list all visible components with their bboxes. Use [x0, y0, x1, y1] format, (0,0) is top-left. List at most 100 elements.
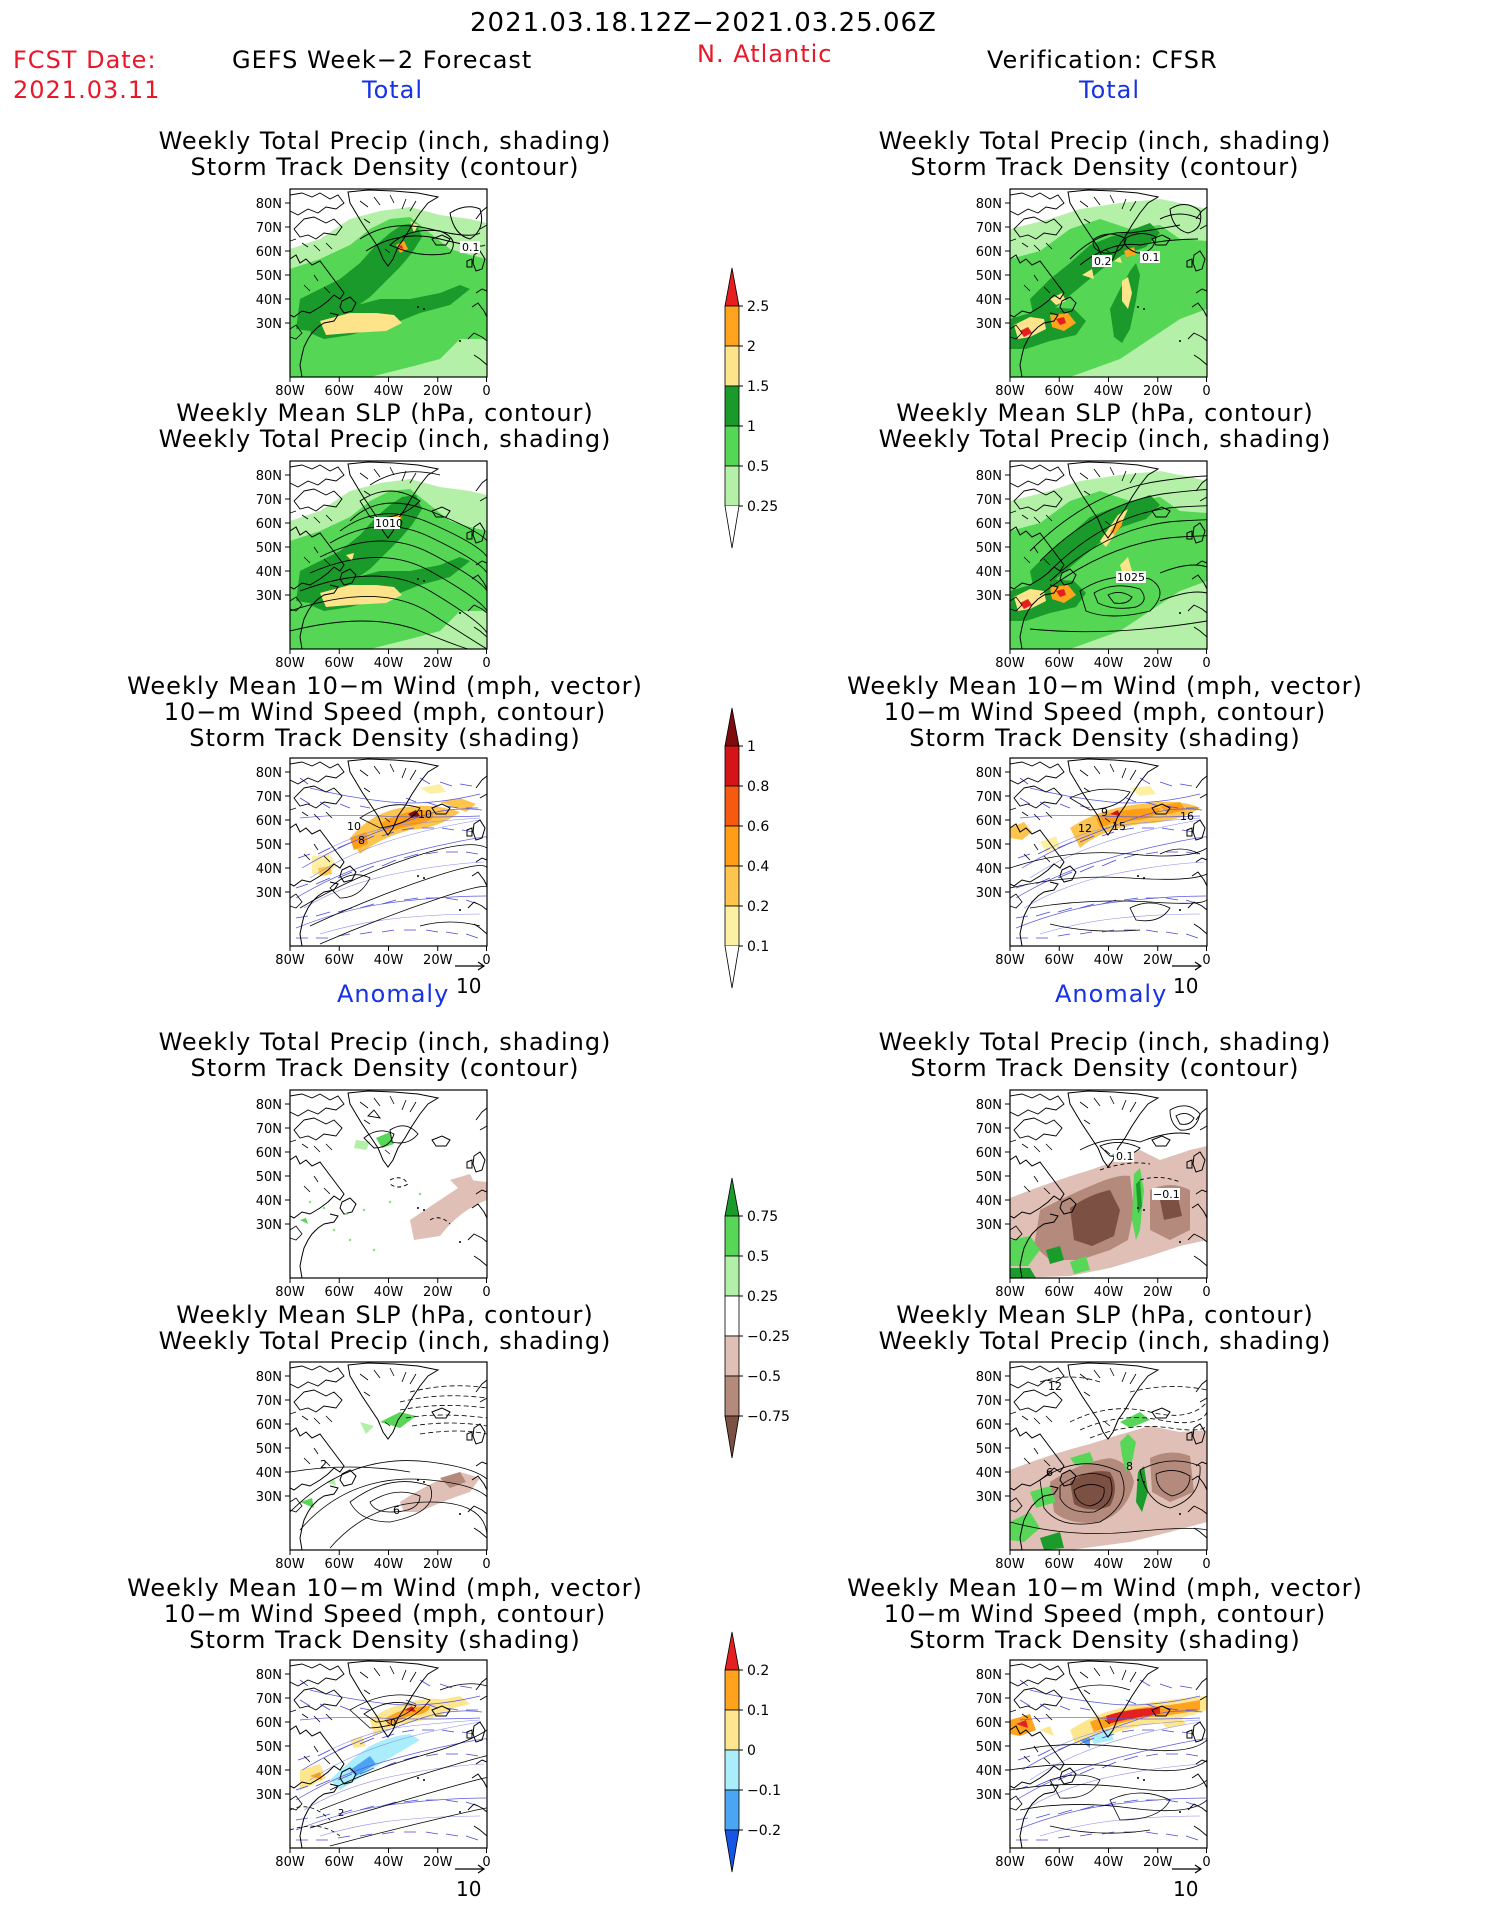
colorbar-label: 0.5	[747, 459, 769, 475]
lon-tick-label: 0	[482, 1855, 490, 1870]
lat-tick-label: 80N	[976, 1098, 1002, 1113]
valid-period: 2021.03.18.12Z−2021.03.25.06Z	[470, 8, 937, 38]
lat-tick-label: 40N	[256, 1764, 282, 1779]
contour-label: 0	[390, 1718, 396, 1729]
contour-label: 12	[1078, 822, 1092, 835]
colorbar-label: 0	[747, 1743, 756, 1759]
colorbar-label: 0.25	[747, 499, 778, 515]
lat-tick-label: 80N	[976, 1370, 1002, 1385]
title-fc-anom-precip-track: Weekly Total Precip (inch, shading) Storm…	[158, 1028, 612, 1082]
lon-tick-label: 40W	[1094, 1557, 1124, 1572]
colorbar-label: 0.1	[747, 939, 769, 955]
title-fc-precip-track: Weekly Total Precip (inch, shading) Storm…	[158, 127, 612, 181]
contour-label: 6	[1046, 1466, 1053, 1479]
lat-tick-label: 40N	[256, 1194, 282, 1209]
lon-tick-label: 60W	[1045, 1855, 1075, 1870]
lat-tick-label: 70N	[256, 1394, 282, 1409]
lon-tick-label: 60W	[1045, 1557, 1075, 1572]
reference-vector-vf-anomaly: 10	[1172, 1864, 1203, 1901]
colorbar-label: −0.5	[747, 1369, 781, 1385]
title-vf-anom-precip-track: Weekly Total Precip (inch, shading) Storm…	[878, 1028, 1332, 1082]
title-fc-anom-wind-track: Weekly Mean 10−m Wind (mph, vector) 10−m …	[127, 1574, 643, 1654]
section-anomaly-left: Anomaly	[337, 980, 450, 1008]
lon-tick-label: 0	[1202, 384, 1210, 399]
lon-tick-label: 80W	[995, 656, 1025, 671]
lon-tick-label: 20W	[423, 953, 453, 968]
lon-tick-label: 60W	[325, 1557, 355, 1572]
lon-tick-label: 20W	[1143, 656, 1173, 671]
lat-tick-label: 80N	[256, 469, 282, 484]
contour-label: 0.1	[1142, 251, 1160, 264]
lat-tick-label: 40N	[976, 1764, 1002, 1779]
lat-tick-label: 60N	[976, 517, 1002, 532]
lon-tick-label: 20W	[423, 656, 453, 671]
lat-tick-label: 30N	[256, 1788, 282, 1803]
colorbar-label: −0.2	[747, 1823, 781, 1839]
contour-label: 0.1	[462, 241, 480, 254]
contour-label: 10	[347, 820, 361, 833]
lon-tick-label: 20W	[1143, 1855, 1173, 1870]
map-vf-anom-wind-track	[1009, 1659, 1208, 1849]
lat-tick-label: 30N	[256, 1490, 282, 1505]
lat-tick-label: 70N	[256, 221, 282, 236]
map-vf-wind-track: 9 12 15 16	[1009, 757, 1208, 947]
map-fc-anom-precip-track	[289, 1089, 488, 1279]
contour-label: 0.1	[1116, 1150, 1134, 1163]
lat-tick-label: 80N	[256, 1370, 282, 1385]
contour-label: 8	[1126, 1460, 1133, 1473]
map-vf-total-precip-track: 0.2 0.1	[1009, 188, 1208, 378]
lon-tick-label: 20W	[423, 1557, 453, 1572]
lat-tick-label: 50N	[976, 838, 1002, 853]
lon-tick-label: 80W	[275, 1557, 305, 1572]
colorbar-label: −0.25	[747, 1329, 790, 1345]
lon-tick-label: 80W	[995, 384, 1025, 399]
lat-tick-label: 40N	[256, 1466, 282, 1481]
lat-tick-label: 40N	[976, 565, 1002, 580]
lat-tick-label: 60N	[256, 1146, 282, 1161]
reference-vector-fc-total: 10	[455, 961, 486, 998]
lon-tick-label: 0	[482, 384, 490, 399]
lat-tick-label: 70N	[256, 790, 282, 805]
lat-tick-label: 60N	[256, 1716, 282, 1731]
lat-tick-label: 60N	[976, 1418, 1002, 1433]
title-vf-wind-track: Weekly Mean 10−m Wind (mph, vector) 10−m …	[847, 672, 1363, 752]
forecast-title: GEFS Week−2 Forecast	[232, 46, 533, 74]
contour-label: 12	[1048, 1380, 1062, 1393]
map-vf-slp-precip: 1025	[1009, 460, 1208, 650]
lat-tick-label: 30N	[256, 1218, 282, 1233]
lat-tick-label: 60N	[976, 1146, 1002, 1161]
lat-tick-label: 40N	[256, 293, 282, 308]
verification-title: Verification: CFSR	[987, 46, 1218, 74]
reference-vector-vf-total: 10	[1172, 961, 1203, 998]
lat-tick-label: 50N	[976, 1170, 1002, 1185]
lat-tick-label: 80N	[976, 766, 1002, 781]
lon-tick-label: 60W	[1045, 1285, 1075, 1300]
lon-tick-label: 40W	[1094, 1855, 1124, 1870]
lon-tick-label: 20W	[1143, 1285, 1173, 1300]
lon-tick-label: 0	[1202, 1855, 1210, 1870]
map-fc-total-precip-track: 0.1	[289, 188, 488, 378]
lat-tick-label: 70N	[976, 493, 1002, 508]
reference-vector-fc-anomaly: 10	[455, 1864, 486, 1901]
lat-tick-label: 50N	[256, 269, 282, 284]
lon-tick-label: 80W	[275, 656, 305, 671]
contour-label: 8	[358, 834, 365, 847]
lon-tick-label: 40W	[1094, 656, 1124, 671]
colorbar-label: 1.5	[747, 379, 769, 395]
lat-tick-label: 30N	[976, 886, 1002, 901]
lat-tick-label: 30N	[976, 317, 1002, 332]
lat-tick-label: 70N	[256, 1122, 282, 1137]
lon-tick-label: 40W	[374, 384, 404, 399]
lat-tick-label: 40N	[256, 862, 282, 877]
lat-tick-label: 50N	[256, 1740, 282, 1755]
contour-label: 9	[1101, 806, 1108, 819]
lon-tick-label: 0	[482, 953, 490, 968]
contour-label: 1010	[375, 517, 403, 530]
section-anomaly-right: Anomaly	[1055, 980, 1168, 1008]
colorbar-label: 1	[747, 419, 756, 435]
contour-label: 16	[1180, 810, 1194, 823]
map-fc-slp-precip: 1010	[289, 460, 488, 650]
lon-tick-label: 80W	[275, 1855, 305, 1870]
title-vf-precip-track: Weekly Total Precip (inch, shading) Storm…	[878, 127, 1332, 181]
lon-tick-label: 40W	[1094, 384, 1124, 399]
